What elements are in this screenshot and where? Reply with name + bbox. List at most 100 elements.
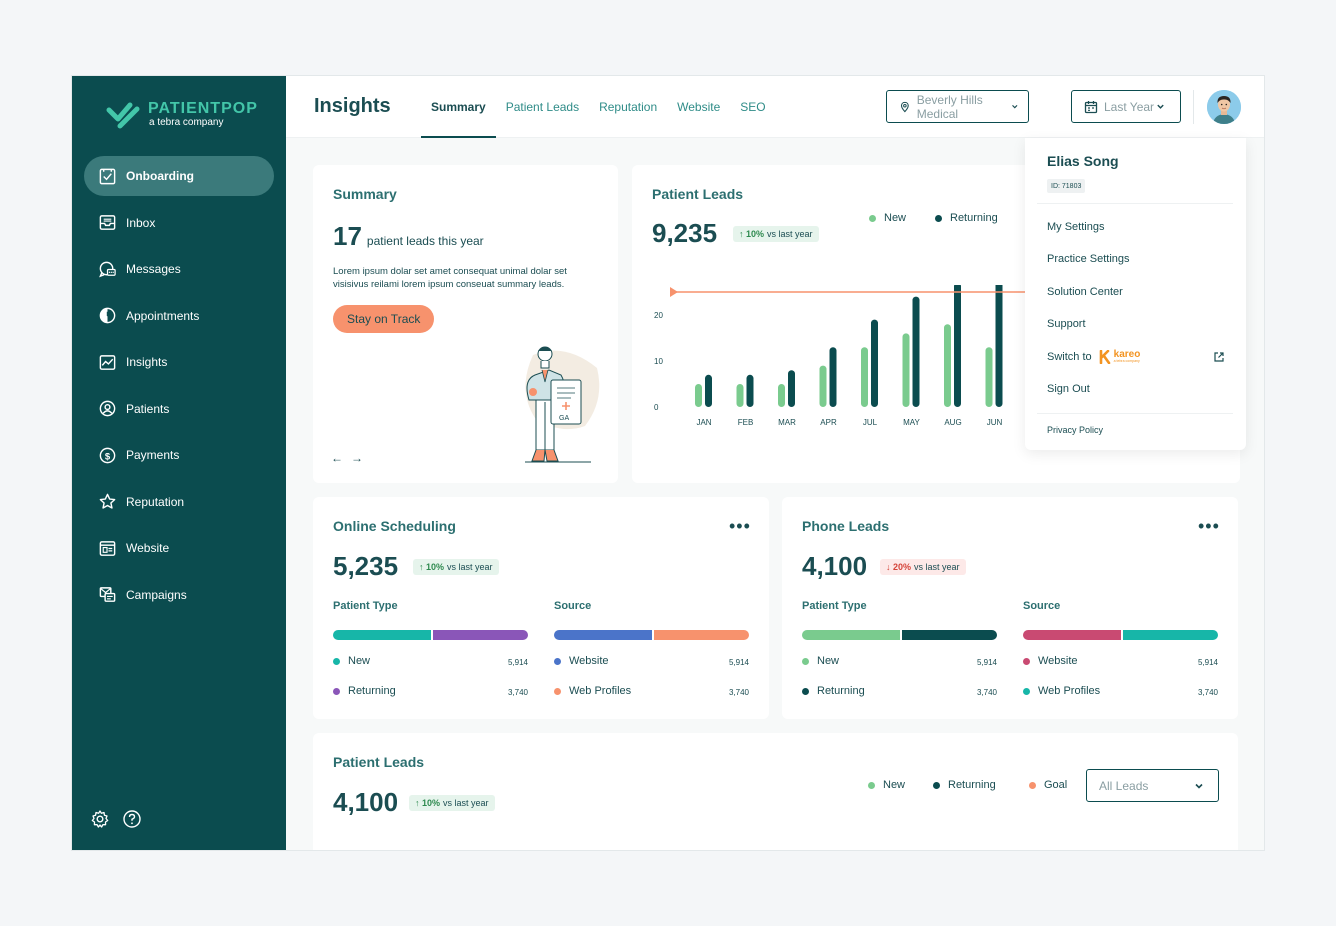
phone-leads-title: Phone Leads xyxy=(802,518,890,534)
sidebar-item-inbox[interactable]: Inbox xyxy=(84,203,274,243)
patient-leads-bottom-total: 4,100 xyxy=(333,787,399,817)
sidebar-nav: Onboarding Inbox Messages Appointments I… xyxy=(84,156,274,621)
bar-segment-website xyxy=(554,630,652,640)
menu-item-practice-settings[interactable]: Practice Settings xyxy=(1047,253,1130,265)
user-avatar-image xyxy=(1207,90,1241,124)
x-tick-label: APR xyxy=(820,418,837,427)
sidebar-item-reputation[interactable]: Reputation xyxy=(84,482,274,522)
sidebar-item-label: Messages xyxy=(126,262,181,276)
appointments-icon xyxy=(98,306,117,325)
delta-percent: ↓ 20% xyxy=(886,562,912,572)
x-tick-label: JUN xyxy=(987,418,1003,427)
help-icon[interactable] xyxy=(122,809,142,829)
stay-on-track-button[interactable]: Stay on Track xyxy=(333,305,435,333)
gear-icon[interactable] xyxy=(90,809,110,829)
bar-new xyxy=(902,333,910,407)
menu-item-solution-center[interactable]: Solution Center xyxy=(1047,286,1123,298)
insights-icon xyxy=(98,353,117,372)
sidebar-item-messages[interactable]: Messages xyxy=(84,249,274,289)
user-name: Elias Song xyxy=(1047,153,1119,169)
legend-new: New xyxy=(868,779,905,791)
delta-text: vs last year xyxy=(447,562,493,572)
menu-item-support[interactable]: Support xyxy=(1047,318,1086,330)
x-tick-label: AUG xyxy=(944,418,961,427)
summary-title: Summary xyxy=(333,186,397,202)
external-link-icon xyxy=(1214,352,1224,362)
legend-dot xyxy=(802,657,809,665)
avatar[interactable] xyxy=(1207,90,1241,124)
location-pin-icon xyxy=(900,101,909,112)
next-arrow-icon[interactable]: → xyxy=(351,451,363,465)
x-tick-label: JAN xyxy=(696,418,711,427)
y-tick-label: 10 xyxy=(654,357,663,366)
patient-type-label: Patient Type xyxy=(802,600,867,612)
calendar-icon xyxy=(1084,100,1098,113)
tab-bar: Summary Patient Leads Reputation Website… xyxy=(421,76,776,138)
prev-arrow-icon[interactable]: ← xyxy=(331,451,343,465)
kareo-logo-icon xyxy=(1099,350,1110,364)
chevron-down-icon xyxy=(1012,104,1018,109)
sidebar-item-patients[interactable]: Patients xyxy=(84,389,274,429)
tab-summary[interactable]: Summary xyxy=(421,76,496,138)
bar-returning xyxy=(871,319,878,407)
kareo-logo: kareo a tebra company xyxy=(1099,349,1141,364)
tab-patient-leads[interactable]: Patient Leads xyxy=(505,100,580,114)
sidebar-item-insights[interactable]: Insights xyxy=(84,342,274,382)
delta-percent: ↑ 10% xyxy=(419,562,445,572)
legend-new: New xyxy=(869,212,906,224)
sidebar-item-label: Appointments xyxy=(126,308,200,323)
svg-text:GA: GA xyxy=(559,415,569,422)
tab-website[interactable]: Website xyxy=(677,100,721,114)
more-options-icon[interactable]: ••• xyxy=(1198,516,1220,536)
sidebar-item-label: Website xyxy=(126,541,170,555)
bar-new xyxy=(736,384,744,407)
user-menu: Elias Song ID: 71803 My Settings Practic… xyxy=(1025,138,1246,450)
sidebar-item-website[interactable]: Website xyxy=(84,528,274,568)
legend-dot xyxy=(333,657,340,665)
bar-segment-web-profiles xyxy=(1120,630,1218,640)
bar-segment-web-profiles xyxy=(651,630,749,640)
switch-to-label: Switch to xyxy=(1047,351,1092,363)
summary-card: Summary 17 patient leads this year Lorem… xyxy=(313,165,618,483)
kareo-brand: kareo xyxy=(1113,349,1141,360)
legend-label: New xyxy=(883,779,906,791)
patient-type-bar xyxy=(333,630,528,640)
brand-logo[interactable]: PATIENTPOP a tebra company xyxy=(106,100,258,130)
legend-dot xyxy=(1029,781,1036,789)
menu-item-privacy-policy[interactable]: Privacy Policy xyxy=(1047,425,1104,435)
phone-leads-card: Phone Leads ••• 4,100 ↓ 20% vs last year… xyxy=(782,497,1238,719)
source-bar xyxy=(554,630,749,640)
legend-label: Returning xyxy=(817,685,865,697)
legend-new: New xyxy=(802,655,839,667)
legend-dot xyxy=(333,687,340,695)
patient-leads-bottom-title: Patient Leads xyxy=(333,754,425,770)
menu-item-my-settings[interactable]: My Settings xyxy=(1047,221,1105,233)
user-id-badge: ID: 71803 xyxy=(1047,179,1086,193)
bar-new xyxy=(695,384,702,407)
menu-item-sign-out[interactable]: Sign Out xyxy=(1047,383,1090,395)
patient-leads-bar-chart: 0102030JANFEBMARAPRJULMAYAUGJUNSEPOCTNOV… xyxy=(654,285,1240,427)
more-options-icon[interactable]: ••• xyxy=(729,516,751,536)
divider xyxy=(1193,90,1194,124)
top-bar: Insights Summary Patient Leads Reputatio… xyxy=(286,76,1264,138)
leads-filter-select[interactable]: All Leads xyxy=(1086,769,1219,802)
period-value: Last Year xyxy=(1104,99,1155,114)
bar-returning xyxy=(912,296,920,407)
sidebar-item-label: Payments xyxy=(126,448,180,462)
bar-returning xyxy=(954,285,961,407)
period-select[interactable]: Last Year xyxy=(1071,90,1181,123)
sidebar-item-appointments[interactable]: Appointments xyxy=(84,296,274,336)
tab-reputation[interactable]: Reputation xyxy=(599,100,658,114)
legend-returning: Returning xyxy=(933,779,996,791)
bar-segment-website xyxy=(1023,630,1121,640)
sidebar-item-payments[interactable]: $ Payments xyxy=(84,435,274,475)
bar-returning xyxy=(705,374,712,407)
divider xyxy=(1037,203,1233,204)
menu-item-switch-to-kareo[interactable]: Switch to kareo a tebra company xyxy=(1047,350,1225,364)
bar-new xyxy=(861,347,868,407)
location-select[interactable]: Beverly Hills Medical xyxy=(886,90,1029,123)
sidebar-item-campaigns[interactable]: Campaigns xyxy=(84,575,274,615)
kareo-brand-sub: a tebra company xyxy=(1113,359,1140,363)
sidebar-item-onboarding[interactable]: Onboarding xyxy=(84,156,274,196)
tab-seo[interactable]: SEO xyxy=(740,100,766,114)
